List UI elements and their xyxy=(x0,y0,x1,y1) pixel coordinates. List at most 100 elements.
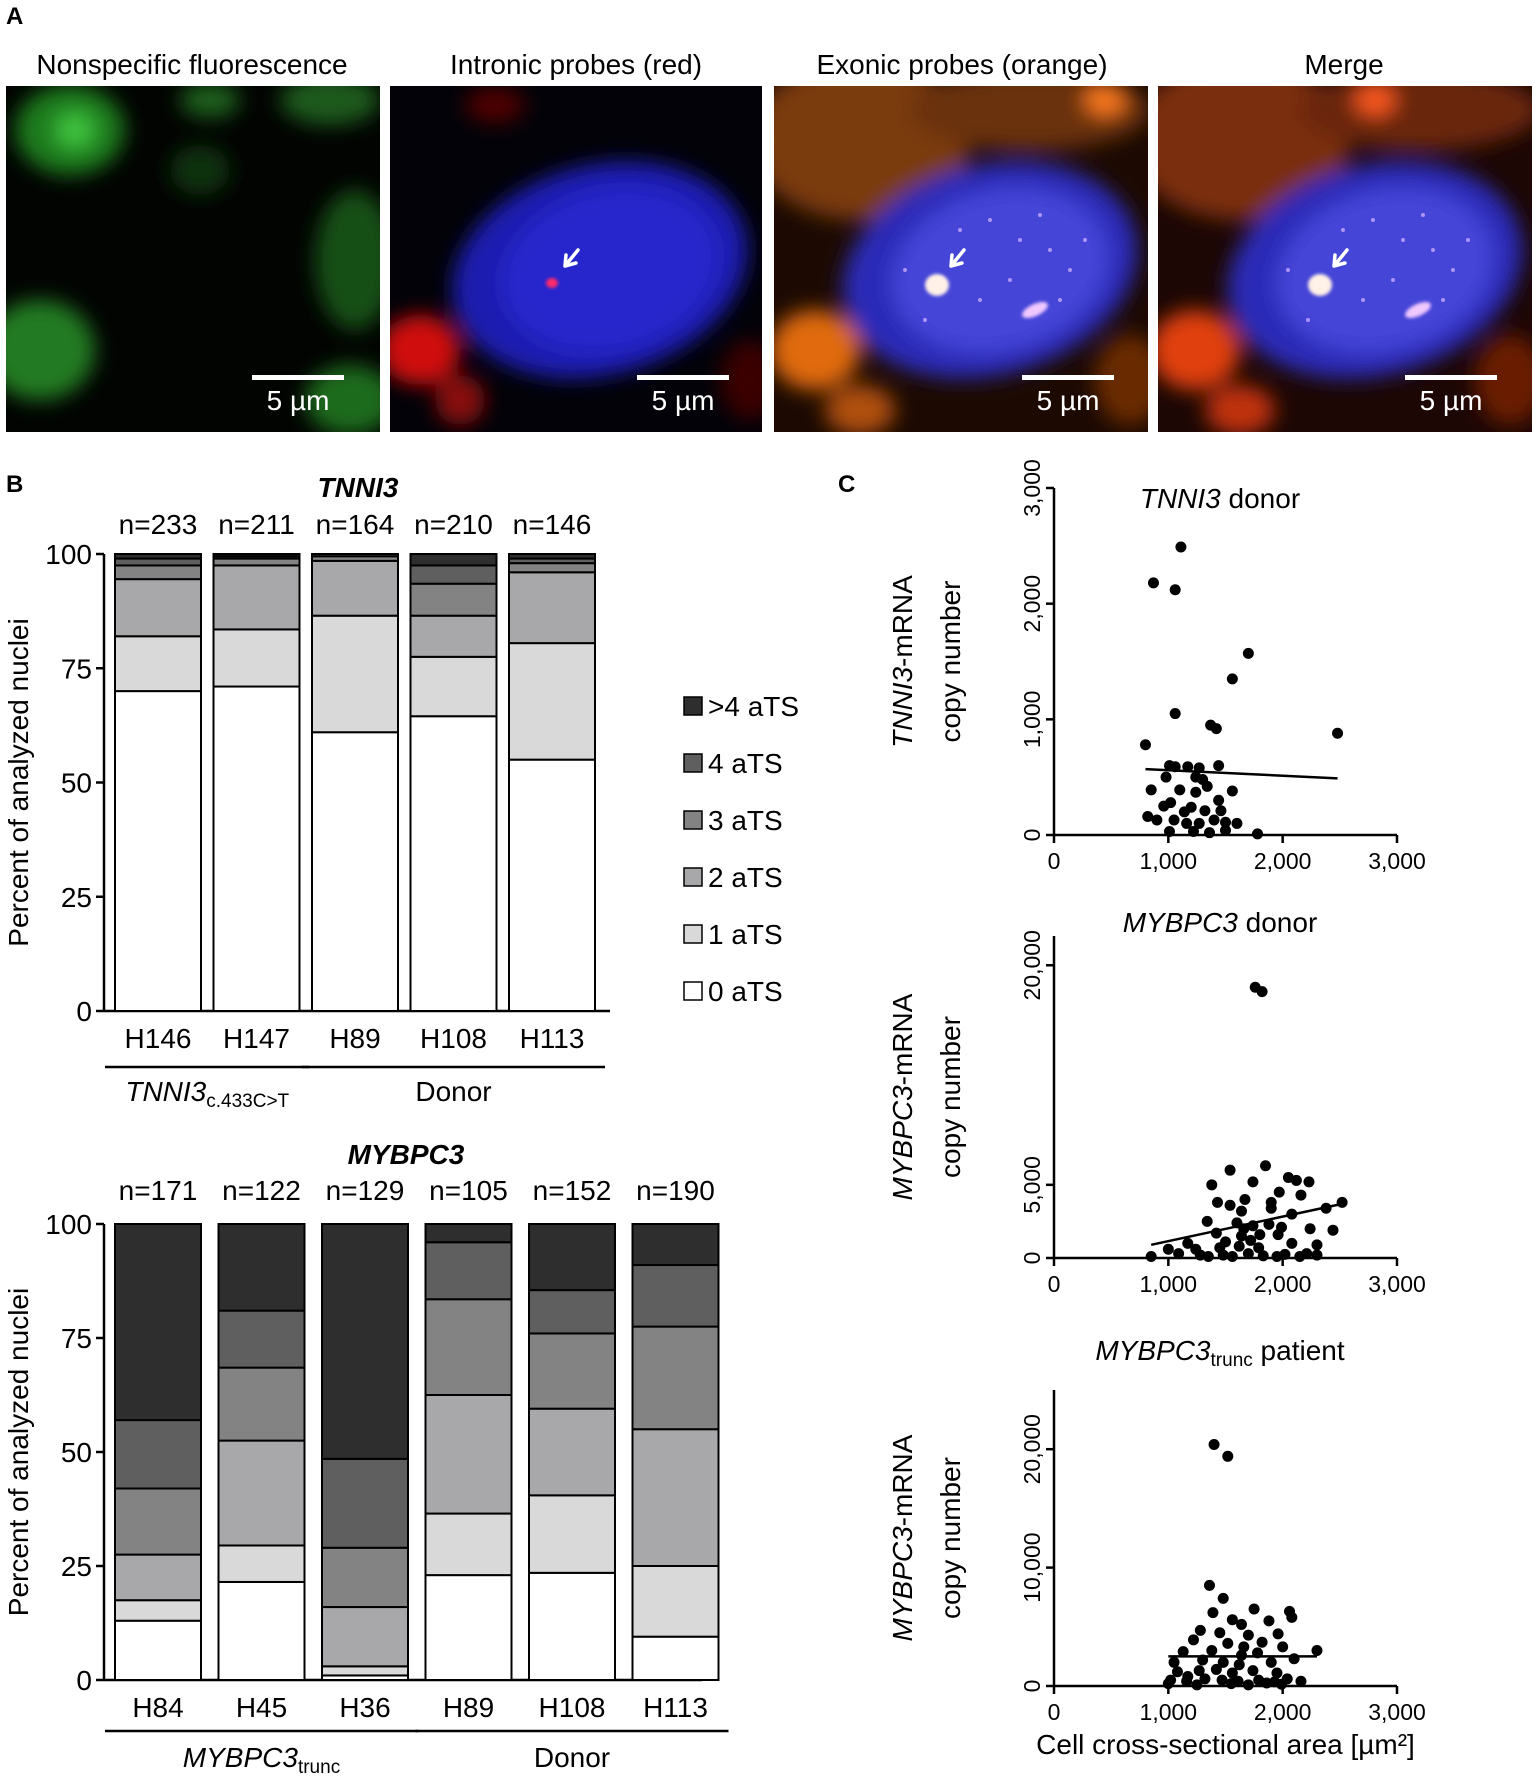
scatter-point xyxy=(1208,814,1220,826)
bar-segment xyxy=(631,1565,720,1638)
scatter-point xyxy=(1191,1679,1203,1691)
scatter-point xyxy=(1210,723,1222,735)
x-tick-label: 0 xyxy=(1048,1699,1061,1725)
legend-label: >4 aTS xyxy=(708,691,799,722)
y-tick-label: 25 xyxy=(61,1551,92,1582)
bar-segment xyxy=(631,1325,720,1431)
bar-segment xyxy=(217,1223,306,1312)
n-label: n=146 xyxy=(513,509,592,540)
scatter-point xyxy=(1224,1164,1236,1176)
scatter-point xyxy=(1169,584,1181,596)
category-label: H146 xyxy=(125,1023,192,1054)
scatter-point xyxy=(1203,1579,1215,1591)
bar-segment xyxy=(321,1457,409,1549)
scatter-point xyxy=(1226,1614,1238,1626)
scatter-point xyxy=(1226,785,1238,797)
scatter-point xyxy=(1295,1189,1307,1201)
micro-image-1 xyxy=(6,86,380,432)
scatter-point xyxy=(1181,817,1193,829)
scatter-point xyxy=(1272,1628,1284,1640)
scatter-point xyxy=(1193,817,1205,829)
y-tick-label: 5,000 xyxy=(1019,1156,1045,1214)
scatter-point xyxy=(1217,1656,1229,1668)
y-axis-label: Percent of analyzed nuclei xyxy=(3,618,34,946)
scatter-point xyxy=(1190,771,1202,783)
legend-swatch xyxy=(683,981,703,1001)
scatter-point xyxy=(1151,814,1163,826)
bar-segment xyxy=(508,571,596,645)
legend-swatch xyxy=(683,696,703,716)
scatter-point xyxy=(1304,1223,1316,1235)
bar-segment xyxy=(114,578,202,638)
scatter-point xyxy=(1286,1611,1298,1623)
y-tick-label: 100 xyxy=(45,539,92,570)
bar-segment xyxy=(508,642,596,761)
group-label: MYBPC3trunc xyxy=(183,1742,340,1778)
trend-line xyxy=(1150,1202,1343,1247)
bar-segment xyxy=(631,1428,720,1567)
bar-segment xyxy=(212,628,301,688)
legend-label: 2 aTS xyxy=(708,862,783,893)
scatter-point xyxy=(1217,1249,1229,1261)
scatter-point xyxy=(1169,708,1181,720)
mybpc3-stacked-bar-chart: MYBPC3 0 25 50 75 100 Percent of analyzed nucl… xyxy=(3,1139,729,1778)
bar-segment xyxy=(528,1407,616,1497)
scatter-point xyxy=(1247,1176,1259,1188)
scatter-point xyxy=(1162,1243,1174,1255)
category-label: H113 xyxy=(643,1692,708,1723)
bar-segment xyxy=(311,559,399,617)
y-tick-label: 75 xyxy=(61,653,92,684)
bar-segment xyxy=(114,1553,202,1602)
legend-label: 1 aTS xyxy=(708,919,783,950)
n-label: n=152 xyxy=(533,1175,612,1206)
panel-letter-b: B xyxy=(6,471,23,498)
scatter-point xyxy=(1261,1677,1273,1689)
scatter-point xyxy=(1199,805,1211,817)
y-tick-label: 0 xyxy=(1019,829,1045,842)
bar-segment xyxy=(528,1332,616,1410)
bar-segment xyxy=(424,1223,513,1244)
scatter-point xyxy=(1265,1656,1277,1668)
scatter-point xyxy=(1233,1240,1245,1252)
bar-segment xyxy=(311,553,399,558)
scatter-point xyxy=(1187,826,1199,838)
legend-swatch xyxy=(683,924,703,944)
bar-segment xyxy=(508,553,596,560)
category-label: H45 xyxy=(236,1692,287,1723)
mybpc3-donor-scatter: 0 1,000 2,000 3,000 0 5,000 20,000 MYBPC3 donor… xyxy=(887,907,1426,1297)
scatter-point xyxy=(1286,1237,1298,1249)
scatter-point xyxy=(1277,1641,1289,1653)
y-axis-label: MYBPC3-mRNA xyxy=(887,1434,918,1641)
category-label: H147 xyxy=(223,1023,290,1054)
bar-segment xyxy=(217,1544,306,1583)
bar-segment xyxy=(508,562,596,574)
micro-image-4 xyxy=(1158,86,1532,432)
n-label: n=164 xyxy=(316,509,395,540)
bar-segment xyxy=(114,1487,202,1556)
bar-segment xyxy=(114,635,202,693)
bar-segment xyxy=(114,564,202,581)
scatter-point xyxy=(1145,784,1157,796)
bar-segment xyxy=(212,685,301,1013)
y-tick-label: 20,000 xyxy=(1019,930,1045,1000)
scatter-point xyxy=(1213,760,1225,772)
scatter-point xyxy=(1187,1634,1199,1646)
bar-segment xyxy=(409,582,498,617)
micro-title-2: Intronic probes (red) xyxy=(450,49,702,80)
bar-segment xyxy=(424,1241,513,1301)
scatter-point xyxy=(1175,541,1187,553)
n-label: n=210 xyxy=(414,509,493,540)
legend-swatch xyxy=(683,867,703,887)
scale-bar-3: 5 µm xyxy=(1022,375,1114,416)
scatter-point xyxy=(1177,1646,1189,1658)
scatter-point xyxy=(1311,1644,1323,1656)
scatter-point xyxy=(1226,1251,1238,1263)
scatter-point xyxy=(1142,810,1154,822)
scatter-point xyxy=(1225,1678,1237,1690)
scatter-point xyxy=(1311,1249,1323,1261)
scatter-point xyxy=(1288,1653,1300,1665)
scatter-point xyxy=(1182,1671,1194,1683)
scatter-point xyxy=(1190,786,1202,798)
bar-segment xyxy=(114,690,202,1012)
scatter-point xyxy=(1222,1450,1234,1462)
